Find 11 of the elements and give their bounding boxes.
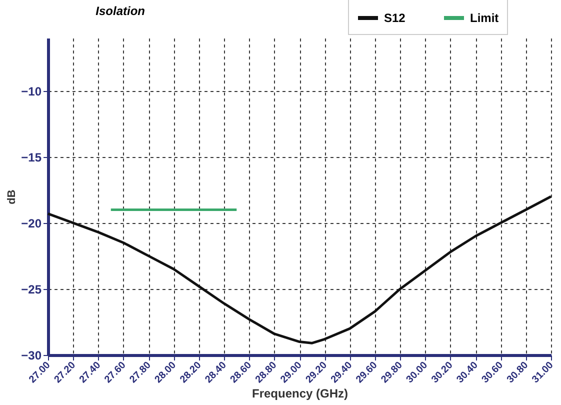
x-axis-title: Frequency (GHz) [252, 386, 348, 401]
y-tick-label: −30 [21, 348, 42, 362]
y-tick-label: −20 [21, 216, 42, 230]
y-tick-label: −15 [21, 150, 42, 164]
legend-label: Limit [470, 11, 499, 25]
line-series [46, 195, 552, 344]
legend-label: S12 [384, 11, 406, 25]
y-tick-label: −10 [21, 84, 42, 98]
y-tick-label: −25 [21, 282, 42, 296]
chart-title: Isolation [96, 4, 145, 18]
y-axis-title: dB [6, 190, 18, 204]
